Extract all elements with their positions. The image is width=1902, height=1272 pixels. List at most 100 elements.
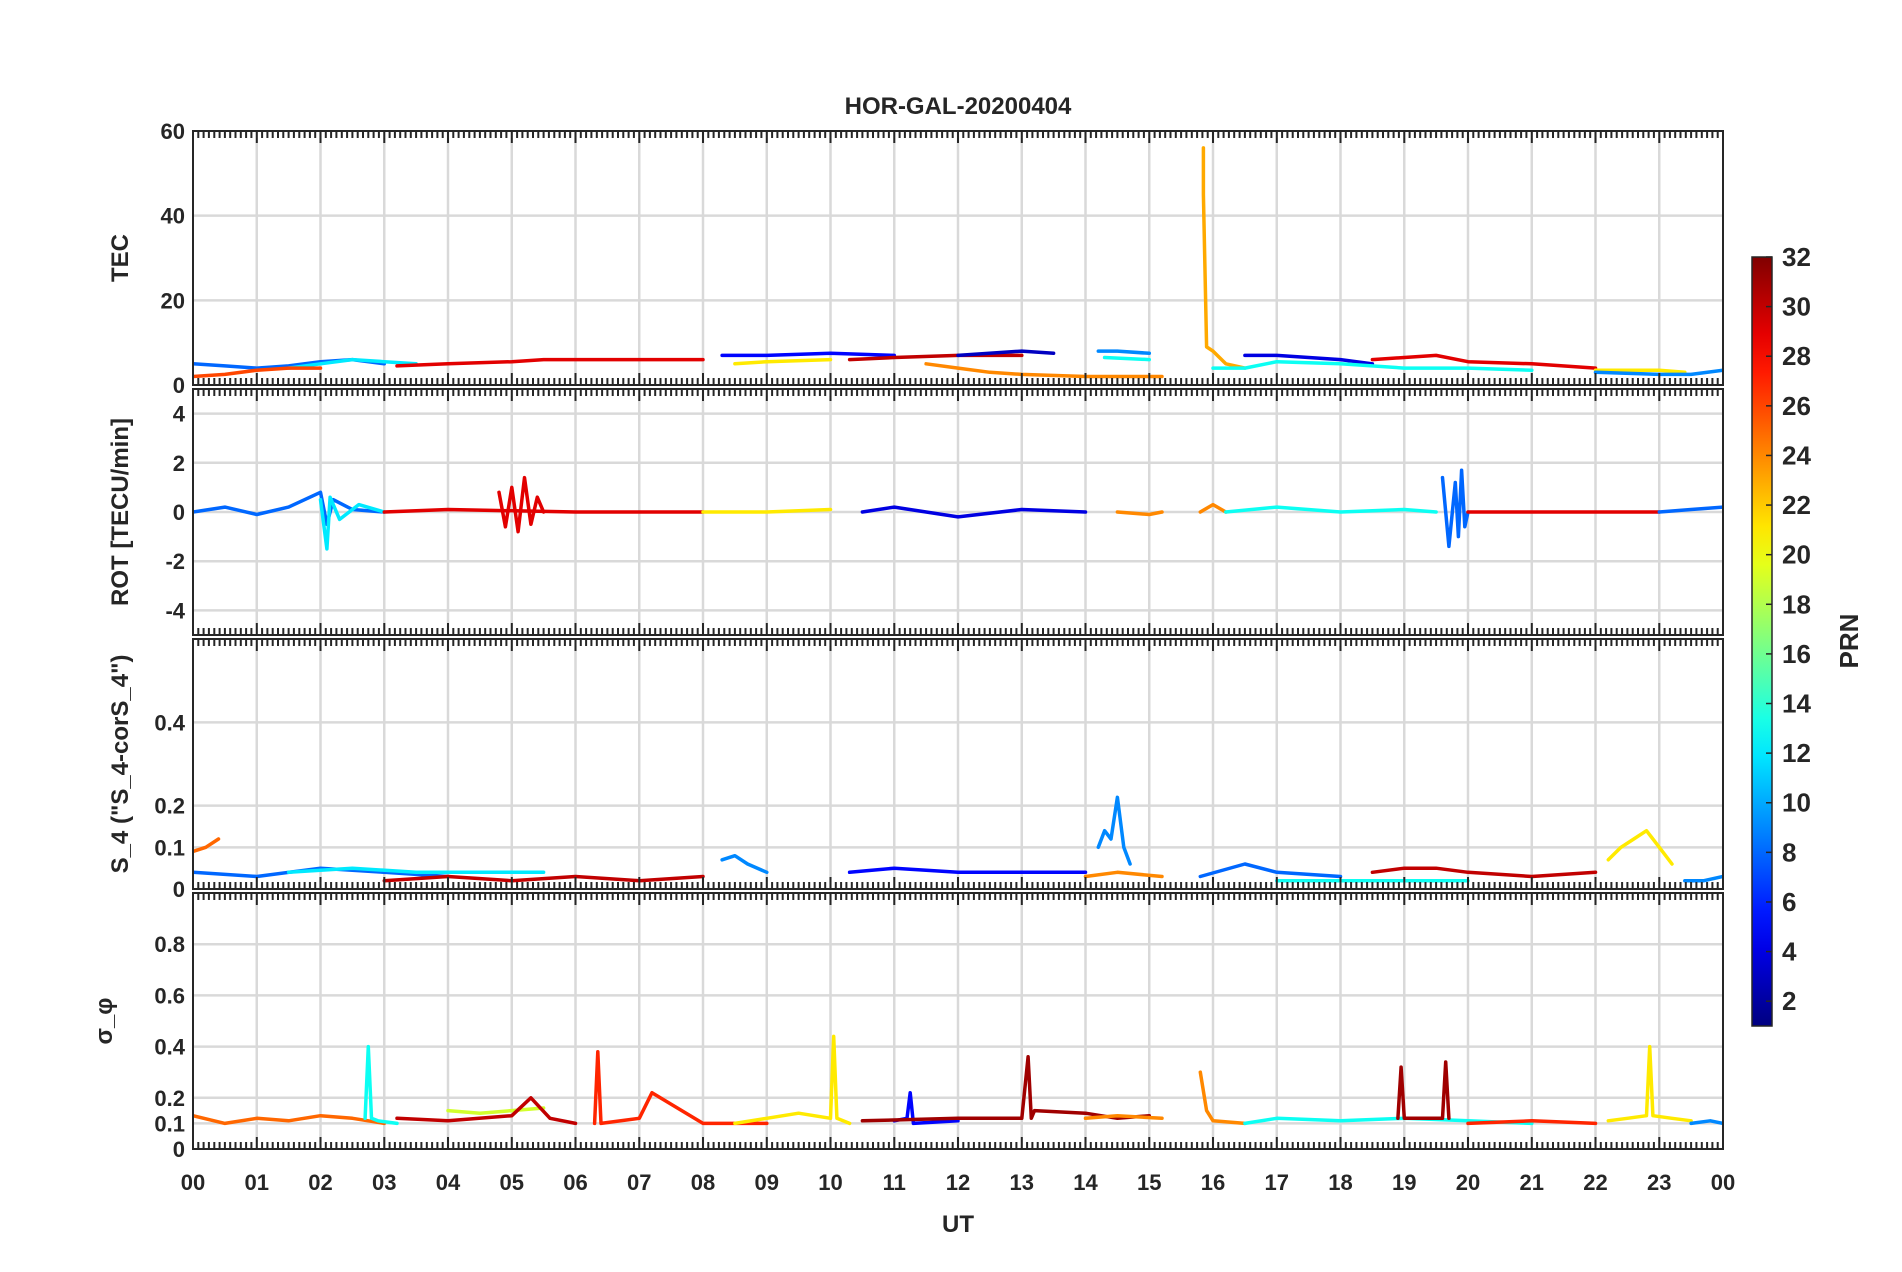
series-line-prn-24 (924, 362, 1164, 379)
x-tick-label: 19 (1392, 1170, 1416, 1195)
series-line-prn-5 (847, 866, 1088, 875)
x-tick-label: 00 (181, 1170, 205, 1195)
panel-tec: 0 20 40 60 TEC (107, 119, 1724, 398)
colorbar-tick-label: 20 (1782, 540, 1811, 570)
x-tick-label: 20 (1456, 1170, 1480, 1195)
series-line-prn-8 (1657, 505, 1723, 514)
series-line-prn-8 (193, 490, 387, 527)
series-line-prn-13 (1224, 505, 1438, 514)
series-line-prn-30 (847, 353, 1024, 362)
series-group (193, 468, 1723, 551)
x-tick-label: 04 (436, 1170, 461, 1195)
series-line-prn-30 (395, 1096, 578, 1126)
axes-frame (192, 892, 1724, 1150)
series-line-prn-8 (1198, 862, 1343, 879)
y-tick-label: -4 (165, 598, 185, 623)
x-tick-label: 14 (1073, 1170, 1098, 1195)
colorbar-tick-label: 22 (1782, 490, 1811, 520)
series-line-prn-9 (1683, 874, 1723, 883)
x-tick-label: 08 (691, 1170, 715, 1195)
series-group (193, 795, 1723, 883)
series-line-prn-4 (1243, 353, 1375, 366)
colorbar-tick-label: 32 (1782, 242, 1811, 272)
series-line-prn-21 (1606, 1044, 1693, 1123)
y-tick-label: 0.2 (154, 1086, 185, 1111)
colorbar-scale (1751, 256, 1773, 1027)
series-line-prn-21 (1593, 368, 1687, 375)
y-tick-label: 0 (173, 500, 185, 525)
y-tick-label: -2 (165, 549, 185, 574)
series-line-prn-5 (720, 351, 897, 358)
series-line-prn-23 (1201, 146, 1247, 370)
series-line-prn-31 (1396, 1060, 1451, 1121)
series-line-prn-26 (193, 366, 323, 379)
series-line-prn-29 (382, 507, 705, 514)
y-tick-label: 20 (161, 288, 185, 313)
axes-frame (192, 638, 1724, 890)
x-tick-label: 13 (1010, 1170, 1034, 1195)
series-line-prn-13 (1102, 355, 1152, 362)
y-tick-label: 40 (161, 204, 185, 229)
y-tick-label: 2 (173, 451, 185, 476)
series-line-prn-12 (318, 495, 387, 551)
x-tick-label: 21 (1520, 1170, 1544, 1195)
colorbar-tick-label: 4 (1782, 937, 1797, 967)
x-tick-label: 11 (883, 1170, 906, 1195)
colorbar-tick-label: 16 (1782, 639, 1811, 669)
colorbar-tick-label: 30 (1782, 292, 1811, 322)
colorbar-tick-label: 28 (1782, 341, 1811, 371)
series-line-prn-27 (592, 1049, 769, 1126)
y-tick-label: 0.1 (154, 835, 185, 860)
x-tick-label: 07 (627, 1170, 651, 1195)
x-tick-label: 18 (1328, 1170, 1352, 1195)
y-tick-label: 60 (161, 119, 185, 144)
y-tick-label: 0 (173, 877, 185, 902)
series-line-prn-13 (1211, 359, 1534, 372)
colorbar-tick-label: 26 (1782, 391, 1811, 421)
series-line-prn-12 (286, 866, 546, 875)
y-tick-label: 0.8 (154, 932, 185, 957)
colorbar-tick-label: 6 (1782, 887, 1796, 917)
series-group (193, 146, 1723, 379)
x-tick-label: 03 (372, 1170, 396, 1195)
series-line-prn-27 (1466, 1119, 1598, 1126)
x-tick-label: 15 (1137, 1170, 1161, 1195)
series-line-prn-25 (193, 1113, 387, 1126)
x-tick-label: 05 (500, 1170, 524, 1195)
series-line-prn-9 (1593, 368, 1723, 377)
panel-s4: 0 0.1 0.2 0.4 S_4 ("S_4-corS_4") (107, 638, 1724, 902)
series-line-prn-9 (1096, 795, 1132, 866)
y-axis-label: ROT [TECU/min] (107, 418, 134, 606)
series-line-prn-13 (363, 1044, 399, 1126)
y-tick-label: 0.2 (154, 794, 185, 819)
x-tick-label: 23 (1647, 1170, 1671, 1195)
y-tick-label: 0.4 (154, 710, 185, 735)
series-line-prn-8 (193, 866, 450, 879)
colorbar-label: PRN (1834, 614, 1864, 669)
colorbar-tick-label: 12 (1782, 738, 1811, 768)
series-line-prn-21 (1606, 828, 1674, 866)
series-line-prn-25 (193, 837, 221, 854)
x-tick-label: 02 (308, 1170, 332, 1195)
colorbar-tick-label: 24 (1782, 440, 1811, 470)
y-axis-label: σ_φ (91, 998, 118, 1045)
x-tick-label: 10 (818, 1170, 842, 1195)
series-line-prn-29 (497, 475, 546, 534)
x-tick-label: 00 (1711, 1170, 1735, 1195)
panel-rot: -4 -2 0 2 4 ROT [TECU/min] (107, 388, 1724, 636)
y-axis-label: S_4 ("S_4-corS_4") (107, 655, 134, 874)
colorbar-tick-label: 14 (1782, 689, 1811, 719)
series-line-prn-9 (720, 853, 769, 875)
x-tick-label: 16 (1201, 1170, 1225, 1195)
series-line-prn-24 (1083, 1113, 1164, 1121)
series-line-prn-21 (733, 1034, 852, 1126)
chart-title: HOR-GAL-20200404 (845, 93, 1072, 120)
y-tick-label: 0 (173, 1137, 185, 1162)
series-line-prn-3 (956, 349, 1056, 358)
x-tick-label: 22 (1583, 1170, 1607, 1195)
colorbar-tick-label: 8 (1782, 837, 1796, 867)
series-line-prn-9 (1689, 1119, 1723, 1126)
colorbar-tick-label: 18 (1782, 589, 1811, 619)
